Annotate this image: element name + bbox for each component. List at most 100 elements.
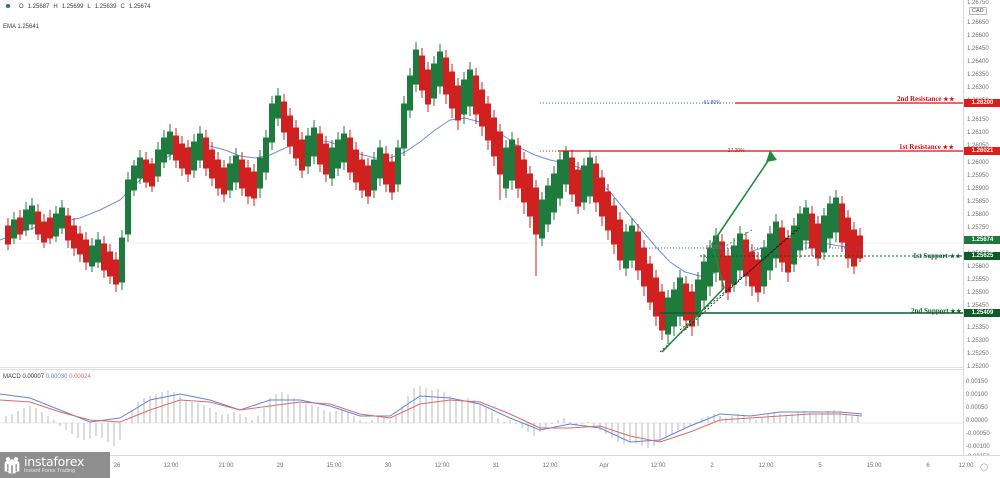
macd-axis: 0.00150 0.00100 0.00050 0.00000 -0.00050…: [963, 370, 1000, 460]
second-resistance-text: 2nd Resistance: [897, 95, 942, 103]
second-support-price-badge[interactable]: 1.25409: [964, 309, 1000, 317]
price-tick: 1.26050: [967, 143, 989, 149]
time-tick: 29: [276, 463, 284, 469]
bullish-projection-arrow: [661, 150, 777, 353]
minor-diagonal: [705, 229, 753, 259]
price-tick: 1.25300: [967, 338, 989, 344]
first-support-stars: ★★: [949, 254, 962, 260]
first-support-price-badge[interactable]: 1.25625: [964, 252, 1000, 260]
macd-signal-line: [0, 393, 863, 443]
first-resistance-stars: ★★: [942, 145, 955, 151]
fib-tag-61-8: -61.80%: [702, 100, 721, 106]
macd-tick: 0.00100: [966, 392, 988, 398]
ohlc-high-label: H: [53, 4, 58, 10]
price-chart-svg: [0, 42, 963, 353]
ohlc-high-value: 1.25699: [61, 4, 84, 10]
price-tick: 1.25450: [967, 303, 989, 309]
price-tick: 1.26400: [967, 59, 989, 65]
macd-line: [0, 399, 863, 443]
price-tick: 1.25250: [967, 351, 989, 357]
price-axis[interactable]: CAD 1.26750 1.26650 1.26600 1.26450 1.26…: [963, 0, 1000, 455]
ohlc-open-value: 1.25687: [27, 4, 50, 10]
time-tick: 12:00: [758, 463, 774, 469]
price-tick: 1.26450: [967, 46, 989, 52]
macd-tick: -0.00100: [966, 444, 990, 450]
time-tick: 5: [818, 463, 822, 469]
macd-tick: -0.00050: [966, 431, 990, 437]
trend-channel-lower: [659, 225, 801, 353]
second-support-label: 2nd Support ★★: [911, 307, 962, 315]
price-chart-pane[interactable]: -61.80% -27.20% 50.00% 2nd Resistance ★★…: [0, 0, 963, 367]
macd-tick: 0.00050: [966, 405, 988, 411]
currency-badge: CAD: [969, 7, 987, 15]
clock-icon[interactable]: ◯: [980, 464, 988, 471]
ohlc-low-label: L: [87, 4, 91, 10]
time-axis[interactable]: 2 5 26 12:00 21:00 29 15:00 30 12:00 31 1…: [0, 455, 1000, 478]
macd-histogram: [5, 386, 859, 448]
symbol-dot-icon: [6, 4, 10, 9]
macd-tick: 0.00000: [966, 418, 988, 424]
ohlc-low-value: 1.25639: [94, 4, 117, 10]
first-resistance-label: 1st Resistance ★★: [899, 143, 954, 151]
macd-value-2: 0.00030: [45, 374, 68, 380]
time-tick: 12:00: [434, 463, 450, 469]
price-tick: 1.25950: [967, 173, 989, 179]
second-support-text: 2nd Support: [911, 307, 949, 315]
pane-divider: [0, 367, 963, 368]
price-tick: 1.26750: [967, 0, 989, 6]
ema-label: EMA: [3, 24, 16, 30]
time-tick: 31: [492, 463, 500, 469]
instaforex-watermark: instaforex Instant Forex Trading: [0, 452, 110, 478]
watermark-text: instaforex Instant Forex Trading: [24, 456, 84, 474]
price-tick: 1.25200: [967, 364, 989, 370]
price-tick: 1.26300: [967, 85, 989, 91]
time-tick: 6: [926, 463, 930, 469]
macd-value-3: 0.00024: [69, 374, 91, 380]
watermark-subtitle: Instant Forex Trading: [24, 467, 76, 474]
second-resistance-price-badge[interactable]: 1.26200: [964, 99, 1000, 107]
price-tick: 1.25350: [967, 325, 989, 331]
price-tick: 1.26350: [967, 72, 989, 78]
time-tick: Apr: [599, 463, 609, 469]
price-tick: 1.26600: [967, 33, 989, 39]
ohlc-readout: O 1.25687 H 1.25699 L 1.25639 C 1.25674: [6, 3, 155, 11]
time-tick: 2: [710, 463, 714, 469]
price-tick: 1.25900: [967, 186, 989, 192]
second-resistance-label: 2nd Resistance ★★: [897, 95, 955, 103]
time-tick: 15:00: [326, 463, 342, 469]
price-tick: 1.25600: [967, 264, 989, 270]
price-tick: 1.26150: [967, 117, 989, 123]
time-tick: 30: [384, 463, 392, 469]
price-tick: 1.25800: [967, 212, 989, 218]
macd-label: MACD: [3, 374, 21, 380]
second-resistance-stars: ★★: [943, 97, 956, 103]
first-resistance-text: 1st Resistance: [899, 143, 941, 151]
instaforex-logo-icon: [2, 455, 22, 475]
price-tick: 1.25500: [967, 290, 989, 296]
price-tick: 1.26100: [967, 130, 989, 136]
time-tick: 26: [113, 463, 121, 469]
second-support-stars: ★★: [950, 309, 963, 315]
time-tick: 12:00: [163, 463, 179, 469]
macd-readout: MACD 0.00007 0.00030 0.00024: [3, 374, 91, 380]
first-resistance-price-badge[interactable]: 1.26021: [964, 147, 1000, 155]
ema-value: 1.25641: [17, 24, 40, 30]
candlestick-series: [5, 42, 863, 344]
macd-pane[interactable]: [0, 369, 963, 455]
ohlc-open-label: O: [19, 4, 24, 10]
price-tick: 1.25750: [967, 225, 989, 231]
ohlc-close-label: C: [120, 4, 125, 10]
macd-svg: [0, 386, 963, 448]
price-tick: 1.25850: [967, 199, 989, 205]
first-support-label: 1st Support ★★: [913, 252, 961, 260]
ohlc-close-value: 1.25674: [128, 4, 151, 10]
watermark-title: instaforex: [24, 454, 85, 470]
price-tick: 1.25550: [967, 277, 989, 283]
time-tick: 21:00: [218, 463, 234, 469]
time-tick: 15:00: [866, 463, 882, 469]
last-price-badge[interactable]: 1.25674: [964, 236, 1000, 244]
ema-readout: EMA 1.25641: [3, 24, 39, 30]
price-tick: 1.26650: [967, 20, 989, 26]
time-tick: 12:00: [650, 463, 666, 469]
